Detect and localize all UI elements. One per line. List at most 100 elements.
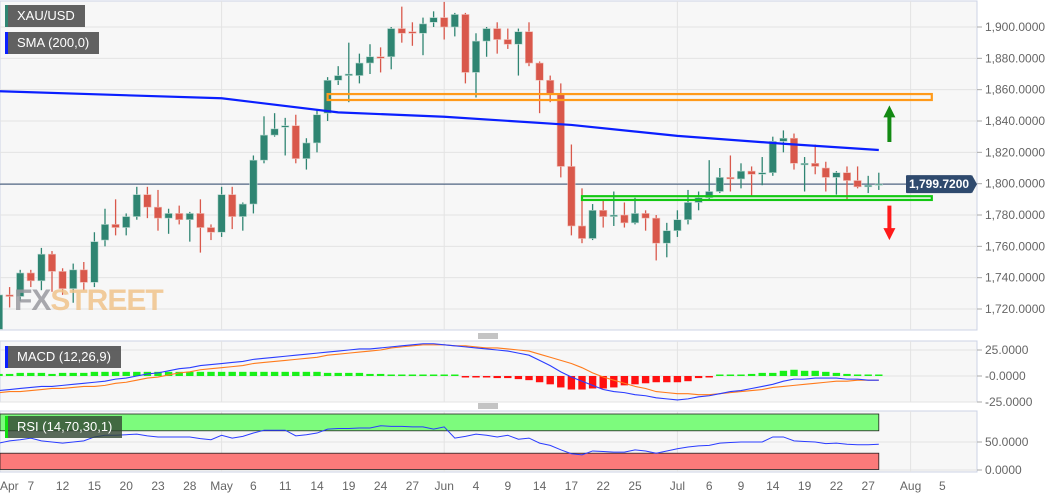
macd-histogram-bar: [355, 372, 364, 376]
rsi-resize-handle[interactable]: [478, 403, 498, 409]
candle-07-28[interactable]: [874, 172, 883, 190]
candle-06-09[interactable]: [503, 28, 512, 49]
candle-05-19[interactable]: [344, 42, 353, 103]
x-tick-label: 7: [27, 479, 34, 493]
candle-body: [122, 216, 131, 228]
candle-04-07[interactable]: [26, 269, 35, 288]
candle-05-31[interactable]: [429, 11, 438, 27]
candle-06-25[interactable]: [630, 197, 639, 225]
candle-06-04[interactable]: [471, 33, 480, 98]
candle-05-14[interactable]: [312, 110, 321, 153]
macd-histogram-bar: [419, 374, 427, 376]
candle-04-01[interactable]: [0, 290, 4, 332]
candle-05-26[interactable]: [397, 6, 406, 43]
candle-07-06[interactable]: [705, 160, 714, 200]
candle-06-03[interactable]: [461, 12, 470, 84]
candle-05-11[interactable]: [281, 117, 290, 156]
candle-04-28[interactable]: [185, 211, 194, 242]
candle-05-20[interactable]: [355, 53, 364, 84]
candle-04-26[interactable]: [164, 208, 173, 234]
candle-04-15[interactable]: [90, 232, 99, 288]
candle-04-13[interactable]: [69, 263, 78, 303]
candle-06-08[interactable]: [493, 22, 502, 54]
candle-06-10[interactable]: [514, 28, 523, 76]
candle-07-07[interactable]: [715, 168, 724, 194]
candle-07-22[interactable]: [832, 171, 841, 195]
candle-04-05[interactable]: [5, 287, 14, 308]
candle-05-13[interactable]: [302, 138, 311, 170]
candle-05-27[interactable]: [408, 22, 417, 46]
x-tick-label: 14: [533, 479, 547, 493]
candle-05-07[interactable]: [259, 116, 268, 164]
candle-05-06[interactable]: [249, 155, 258, 214]
macd-histogram-bar: [673, 376, 682, 383]
macd-histogram-bar: [334, 372, 342, 376]
sma-legend[interactable]: SMA (200,0): [5, 32, 100, 54]
candle-06-01[interactable]: [440, 1, 449, 40]
candle-04-14[interactable]: [79, 262, 88, 291]
candle-06-14[interactable]: [535, 61, 544, 114]
price-tick-label: 1,880.0000: [985, 51, 1045, 65]
candle-04-06[interactable]: [16, 269, 25, 302]
macd-resize-handle[interactable]: [478, 333, 498, 339]
support-zone[interactable]: [580, 195, 933, 202]
macd-histogram-bar: [822, 371, 830, 376]
candle-07-15[interactable]: [779, 130, 788, 153]
candle-06-07[interactable]: [482, 27, 491, 57]
candle-06-30[interactable]: [662, 222, 671, 258]
candle-05-25[interactable]: [387, 27, 396, 70]
candle-06-29[interactable]: [652, 215, 661, 261]
candle-05-04[interactable]: [228, 186, 237, 230]
candle-04-23[interactable]: [154, 189, 163, 231]
candle-04-19[interactable]: [111, 199, 120, 236]
candle-04-29[interactable]: [196, 199, 205, 253]
candle-05-05[interactable]: [238, 202, 247, 231]
candle-05-21[interactable]: [365, 44, 374, 75]
candle-06-02[interactable]: [450, 12, 459, 37]
candle-05-24[interactable]: [376, 47, 385, 73]
candle-06-21[interactable]: [588, 204, 597, 241]
candle-07-20[interactable]: [811, 144, 820, 175]
candle-04-30[interactable]: [207, 224, 216, 241]
resistance-zone[interactable]: [326, 92, 933, 102]
candle-body: [853, 180, 862, 188]
rsi-legend[interactable]: RSI (14,70,30,1): [5, 416, 123, 438]
candle-04-22[interactable]: [143, 186, 152, 219]
candle-04-27[interactable]: [175, 205, 184, 225]
candle-07-08[interactable]: [726, 155, 735, 192]
candle-07-26[interactable]: [853, 166, 862, 189]
x-tick-label: 22: [597, 479, 611, 493]
candle-04-12[interactable]: [58, 268, 67, 295]
macd-legend[interactable]: MACD (12,26,9): [5, 346, 121, 368]
candle-04-08[interactable]: [37, 247, 46, 291]
candle-06-16[interactable]: [556, 83, 565, 178]
candle-05-12[interactable]: [291, 114, 300, 164]
macd-histogram-bar: [716, 374, 724, 376]
candle-07-13[interactable]: [758, 157, 767, 186]
candle-05-10[interactable]: [270, 113, 279, 137]
candle-body: [217, 194, 226, 233]
candle-06-11[interactable]: [524, 22, 533, 67]
candle-06-22[interactable]: [599, 200, 608, 228]
candle-07-19[interactable]: [800, 157, 809, 192]
candle-06-28[interactable]: [641, 210, 650, 231]
candle-04-16[interactable]: [101, 208, 110, 247]
candle-07-01[interactable]: [673, 210, 682, 237]
candle-07-12[interactable]: [747, 166, 756, 197]
candle-04-21[interactable]: [132, 186, 141, 220]
candle-06-24[interactable]: [620, 202, 629, 228]
candle-07-09[interactable]: [736, 163, 745, 189]
candle-07-16[interactable]: [789, 133, 798, 170]
candle-05-18[interactable]: [334, 66, 343, 85]
symbol-legend[interactable]: XAU/USD: [5, 5, 85, 27]
candle-07-23[interactable]: [842, 166, 851, 200]
candle-04-09[interactable]: [47, 251, 56, 292]
candle-04-20[interactable]: [122, 213, 131, 236]
macd-histogram-bar: [249, 371, 258, 376]
candle-05-28[interactable]: [418, 17, 427, 56]
candle-05-03[interactable]: [217, 186, 226, 237]
candle-06-17[interactable]: [567, 144, 576, 236]
candle-07-21[interactable]: [821, 161, 830, 192]
candle-07-27[interactable]: [864, 175, 873, 194]
